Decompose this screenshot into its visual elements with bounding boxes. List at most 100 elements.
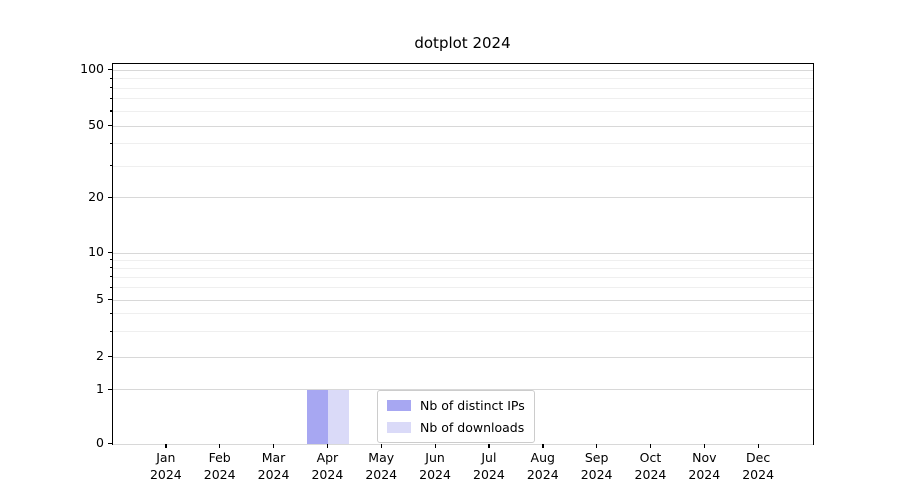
x-tick-month: Feb: [208, 450, 231, 465]
x-tick-month: Sep: [584, 450, 609, 465]
y-minor-tick-mark: [110, 142, 112, 144]
x-tick-mark: [649, 444, 652, 448]
x-tick-mark: [380, 444, 383, 448]
y-tick-label: 50: [88, 117, 104, 133]
x-tick-month: Dec: [746, 450, 771, 465]
y-major-tick-mark: [108, 299, 112, 301]
y-minor-gridline: [113, 78, 813, 80]
y-minor-tick-mark: [110, 267, 112, 269]
x-tick-year: 2024: [526, 467, 559, 482]
legend: Nb of distinct IPs Nb of downloads: [377, 390, 535, 443]
y-major-gridline: [113, 443, 813, 445]
plot-area: Nb of distinct IPs Nb of downloads: [112, 63, 814, 445]
x-tick-year: 2024: [419, 467, 451, 482]
bar-nb-of-downloads: [328, 389, 350, 444]
x-tick-mark: [326, 444, 329, 448]
grid-layer: [113, 64, 813, 445]
bar-nb-of-distinct-ips: [307, 389, 329, 444]
x-tick-label: Jul 2024: [454, 449, 524, 483]
x-tick-label: Sep 2024: [562, 449, 632, 483]
x-tick-label: Feb 2024: [185, 449, 255, 483]
y-minor-gridline: [113, 276, 813, 278]
x-tick-label: Jan 2024: [131, 449, 201, 483]
y-minor-gridline: [113, 165, 813, 167]
legend-swatch-distinct-ips-icon: [387, 400, 411, 411]
y-minor-gridline: [113, 110, 813, 112]
x-tick-year: 2024: [634, 467, 667, 482]
y-tick-label: 20: [88, 188, 104, 204]
x-tick-year: 2024: [473, 467, 505, 482]
x-tick-month: Apr: [316, 450, 339, 465]
x-tick-month: May: [368, 450, 395, 465]
y-major-tick-mark: [108, 388, 112, 390]
y-major-tick-mark: [108, 125, 112, 127]
y-major-tick-mark: [108, 196, 112, 199]
y-minor-tick-mark: [110, 330, 112, 333]
x-tick-mark: [542, 444, 544, 448]
y-minor-tick-mark: [110, 276, 112, 278]
x-tick-month: Jul: [481, 450, 497, 465]
x-tick-label: Apr 2024: [292, 449, 362, 483]
x-tick-month: Aug: [530, 450, 555, 465]
y-tick-label: 1: [96, 380, 104, 396]
x-tick-month: Oct: [639, 450, 662, 465]
y-minor-tick-mark: [110, 286, 112, 288]
x-tick-mark: [703, 444, 706, 448]
y-major-tick-mark: [108, 69, 112, 71]
y-minor-tick-mark: [110, 312, 112, 315]
x-tick-month: Mar: [261, 450, 286, 465]
x-tick-year: 2024: [365, 467, 398, 482]
x-tick-month: Jun: [425, 450, 445, 465]
x-tick-mark: [596, 444, 598, 448]
x-tick-label: May 2024: [346, 449, 416, 483]
y-minor-gridline: [113, 98, 813, 100]
y-major-gridline: [113, 125, 813, 127]
y-minor-tick-mark: [110, 77, 112, 79]
y-minor-gridline: [113, 313, 813, 315]
y-major-gridline: [113, 356, 813, 358]
chart-title: dotplot 2024: [414, 34, 511, 52]
x-tick-year: 2024: [257, 467, 290, 482]
bars-layer: [113, 64, 813, 444]
x-tick-year: 2024: [742, 467, 775, 482]
y-tick-label: 5: [96, 291, 104, 307]
legend-entry-downloads: Nb of downloads: [387, 420, 525, 435]
x-tick-year: 2024: [311, 467, 344, 482]
x-tick-year: 2024: [580, 467, 613, 482]
x-tick-mark: [219, 444, 221, 448]
y-tick-label: 10: [88, 244, 104, 259]
y-minor-gridline: [113, 267, 813, 269]
y-tick-label: 0: [96, 435, 104, 450]
y-minor-tick-mark: [110, 110, 112, 112]
y-minor-tick-mark: [110, 165, 112, 167]
y-minor-gridline: [113, 287, 813, 289]
y-major-gridline: [113, 69, 813, 71]
y-tick-label: 100: [80, 61, 104, 76]
y-minor-tick-mark: [110, 87, 112, 89]
y-major-gridline: [113, 197, 813, 199]
legend-swatch-downloads-icon: [387, 422, 411, 433]
y-major-tick-mark: [108, 356, 112, 358]
y-minor-gridline: [113, 87, 813, 89]
y-minor-gridline: [113, 143, 813, 145]
x-tick-mark: [757, 444, 759, 448]
legend-label-distinct-ips: Nb of distinct IPs: [420, 398, 525, 413]
y-major-gridline: [113, 389, 813, 390]
x-tick-mark: [165, 444, 167, 448]
legend-label-downloads: Nb of downloads: [420, 420, 525, 435]
x-tick-year: 2024: [203, 467, 236, 482]
y-major-gridline: [113, 299, 813, 301]
x-tick-label: Mar 2024: [239, 449, 309, 483]
y-minor-tick-mark: [110, 259, 112, 261]
legend-entry-distinct-ips: Nb of distinct IPs: [387, 398, 525, 413]
y-tick-label: 2: [96, 348, 104, 364]
x-tick-month: Nov: [692, 450, 717, 465]
x-tick-label: Oct 2024: [615, 449, 685, 483]
x-tick-mark: [434, 444, 436, 448]
x-tick-month: Jan: [156, 450, 176, 465]
y-major-tick-mark: [108, 252, 112, 254]
y-minor-gridline: [113, 259, 813, 261]
x-tick-mark: [273, 444, 275, 448]
y-minor-gridline: [113, 331, 813, 333]
